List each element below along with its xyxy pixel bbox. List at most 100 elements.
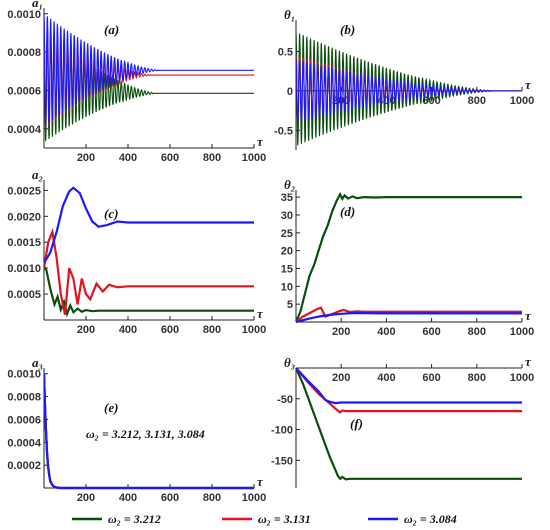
y-tick-label: 35 [281, 192, 293, 204]
x-axis-label: τ [257, 474, 264, 489]
x-tick-label: 400 [119, 152, 137, 164]
series-line-3 [296, 59, 522, 123]
y-tick-label: -150 [271, 455, 293, 467]
y-tick-label: 0.0006 [7, 414, 41, 426]
x-tick-label: 200 [77, 492, 95, 504]
x-tick-label: 800 [468, 95, 486, 107]
x-tick-label: 400 [119, 324, 137, 336]
series-line-3 [44, 186, 254, 264]
y-tick-label: 0.0005 [7, 289, 41, 301]
x-tick-label: 800 [203, 492, 221, 504]
y-tick-label: 0 [287, 86, 293, 98]
x-tick-label: 200 [332, 326, 350, 338]
panel-label: (e) [104, 400, 118, 415]
x-tick-label: 200 [77, 324, 95, 336]
y-axis-label: θ₃ [284, 355, 295, 370]
y-tick-label: 15 [281, 263, 293, 275]
y-tick-label: -0.5 [274, 125, 293, 137]
y-axis-label: a₃ [32, 355, 43, 370]
legend-label: ω₂ = 3.131 [258, 512, 311, 526]
y-tick-label: 0.0010 [7, 369, 41, 381]
legend-label: ω₂ = 3.084 [404, 512, 457, 526]
x-tick-label: 400 [377, 326, 395, 338]
series-line-1 [44, 265, 254, 318]
x-tick-label: 800 [468, 326, 486, 338]
x-tick-label: 400 [377, 372, 395, 384]
x-tick-label: 200 [77, 152, 95, 164]
panel-label: (a) [104, 22, 119, 37]
y-tick-label: 0.0010 [7, 263, 41, 275]
y-axis-label: θ₂ [284, 177, 295, 192]
series-line-3 [296, 367, 522, 405]
series-line-1 [44, 27, 254, 142]
series-line-1 [296, 191, 522, 323]
panel-label: (d) [340, 204, 355, 219]
series-line-3 [296, 312, 522, 324]
series-line-2 [44, 227, 254, 316]
y-tick-label: 10 [281, 281, 293, 293]
x-tick-label: 800 [468, 372, 486, 384]
legend-item: ω₂ = 3.212 [72, 512, 161, 526]
y-tick-label: 0.0004 [7, 437, 42, 449]
y-axis-label: θ₁ [284, 7, 295, 22]
y-tick-label: 0.0025 [7, 185, 41, 197]
panels: 200 400 600 800 10000.00040.00060.00080.0010… [7, 0, 534, 504]
x-axis-label: τ [257, 306, 264, 321]
x-tick-label: 600 [422, 326, 440, 338]
legend: ω₂ = 3.212 ω₂ = 3.131 ω₂ = 3.084 [72, 512, 457, 526]
y-tick-label: 0.0008 [7, 392, 41, 404]
chart-panel-f: 200 400 600 800 1000 -150 -100 -50 θ₃ τ (f) [271, 354, 534, 488]
y-tick-label: 25 [281, 228, 293, 240]
y-tick-label: 0.0004 [7, 124, 42, 136]
series-line-2 [296, 367, 522, 414]
y-tick-label: -50 [277, 394, 293, 406]
y-tick-label: 20 [281, 246, 293, 258]
panel-annotation: ω₂ = 3.212, 3.131, 3.084 [86, 427, 205, 441]
x-tick-label: 1000 [242, 492, 266, 504]
x-tick-label: 600 [161, 152, 179, 164]
panel-label: (b) [340, 22, 355, 37]
y-tick-label: 0.0002 [7, 460, 41, 472]
legend-item: ω₂ = 3.084 [368, 512, 457, 526]
panel-label: (f) [350, 416, 363, 431]
y-tick-label: 0.0015 [7, 237, 41, 249]
x-axis-label: τ [525, 308, 532, 323]
legend-item: ω₂ = 3.131 [222, 512, 311, 526]
y-tick-label: 0.0020 [7, 211, 41, 223]
y-axis-label: a₁ [32, 0, 43, 10]
series-line-1 [296, 367, 522, 481]
y-tick-label: 0.0010 [7, 9, 41, 21]
x-tick-label: 400 [119, 492, 137, 504]
x-tick-label: 1000 [510, 95, 534, 107]
y-tick-label: 0.5 [278, 47, 293, 59]
x-tick-label: 800 [203, 324, 221, 336]
legend-label: ω₂ = 3.212 [108, 512, 161, 526]
chart-panel-e: 200 400 600 800 1000 0.0002 0.0004 0.0006 0.0008… [7, 355, 266, 504]
x-tick-label: 200 [332, 372, 350, 384]
y-tick-label: 5 [287, 299, 293, 311]
x-axis-label: τ [525, 354, 532, 369]
x-tick-label: 1000 [510, 326, 534, 338]
y-tick-label: 0.0006 [7, 85, 41, 97]
panel-label: (c) [104, 206, 118, 221]
chart-panel-a: 200 400 600 800 1000 0.0004 0.0006 0.0008 0.0010… [7, 0, 266, 164]
y-tick-label: 30 [281, 210, 293, 222]
chart-panel-c: 200 400 600 800 1000 0.0005 0.0010 0.0015 0.0020… [7, 167, 266, 336]
x-tick-label: 800 [203, 152, 221, 164]
x-axis-label: τ [525, 77, 532, 92]
y-tick-label: -100 [271, 425, 293, 437]
x-tick-label: 1000 [242, 324, 266, 336]
x-tick-label: 1000 [510, 372, 534, 384]
x-tick-label: 1000 [242, 152, 266, 164]
series-line-3 [44, 373, 254, 490]
x-tick-label: 600 [422, 372, 440, 384]
series-line-2 [296, 306, 522, 323]
x-tick-label: 600 [161, 324, 179, 336]
y-axis-label: a₂ [32, 167, 43, 182]
x-axis-label: τ [257, 134, 264, 149]
y-tick-label: 0.0008 [7, 47, 41, 59]
series-line-3 [44, 13, 254, 126]
